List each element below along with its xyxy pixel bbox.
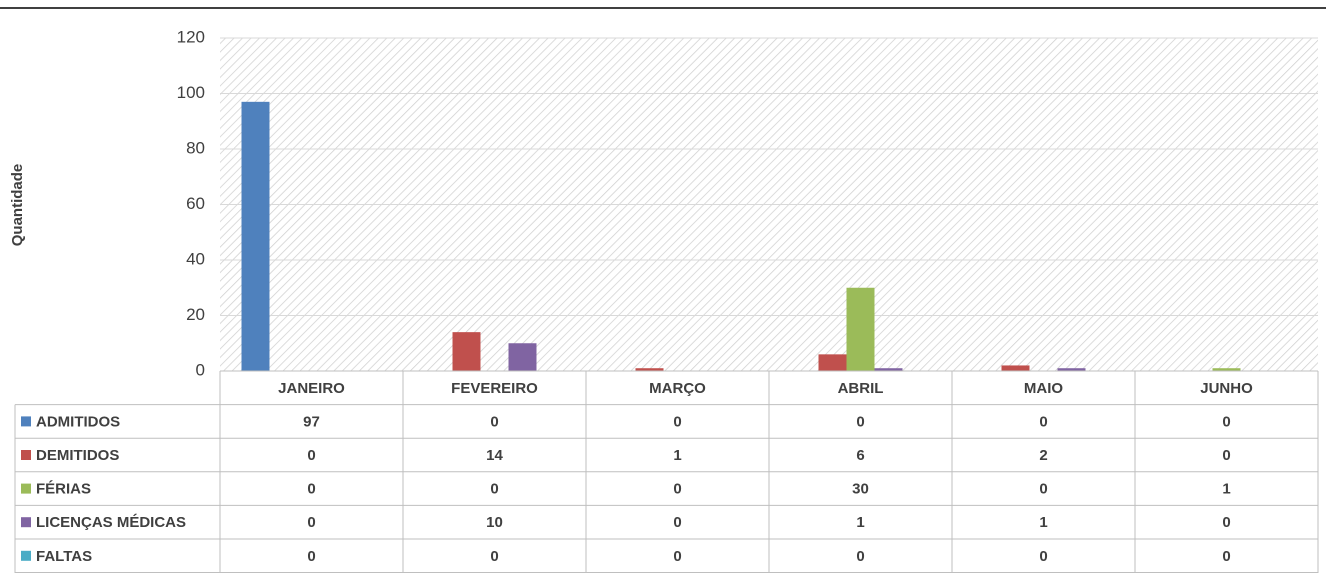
legend-key: [21, 483, 31, 494]
table-value: 97: [303, 413, 320, 430]
table-value: 10: [486, 514, 503, 531]
y-tick-label: 100: [177, 83, 205, 102]
legend-label: FÉRIAS: [36, 481, 91, 498]
legend-label: DEMITIDOS: [36, 447, 119, 464]
table-value: 0: [490, 481, 498, 498]
bar: [1057, 368, 1086, 371]
table-value: 0: [307, 514, 315, 531]
table-value: 0: [856, 548, 864, 565]
bar: [508, 343, 537, 371]
table-value: 0: [1039, 548, 1047, 565]
legend-label: ADMITIDOS: [36, 413, 120, 430]
table-value: 30: [852, 481, 869, 498]
y-tick-label: 60: [186, 194, 205, 213]
table-value: 0: [307, 481, 315, 498]
table-value: 0: [1222, 514, 1230, 531]
legend-key: [21, 517, 31, 528]
x-tick-label: JUNHO: [1200, 380, 1253, 397]
legend-label: FALTAS: [36, 548, 92, 565]
table-value: 0: [307, 447, 315, 464]
bar: [1212, 368, 1241, 371]
table-value: 0: [490, 548, 498, 565]
x-tick-label: FEVEREIRO: [451, 380, 538, 397]
table-value: 0: [490, 413, 498, 430]
x-tick-label: ABRIL: [838, 380, 884, 397]
table-value: 0: [673, 413, 681, 430]
table-value: 1: [856, 514, 864, 531]
legend-key: [21, 450, 31, 460]
table-value: 0: [1222, 447, 1230, 464]
table-value: 1: [673, 447, 681, 464]
table-value: 0: [673, 548, 681, 565]
bar: [1001, 365, 1030, 371]
y-tick-label: 120: [177, 27, 205, 46]
table-value: 0: [673, 481, 681, 498]
table-value: 1: [1222, 481, 1230, 498]
legend-key: [21, 416, 31, 427]
bar: [818, 354, 847, 371]
table-value: 2: [1039, 447, 1047, 464]
legend-label: LICENÇAS MÉDICAS: [36, 514, 186, 531]
table-value: 0: [1222, 548, 1230, 565]
table-value: 0: [307, 548, 315, 565]
table-value: 0: [856, 413, 864, 430]
bar: [846, 287, 875, 371]
bar: [452, 332, 481, 371]
y-tick-label: 40: [186, 249, 205, 268]
table-value: 0: [1039, 481, 1047, 498]
table-value: 6: [856, 447, 864, 464]
y-tick-label: 20: [186, 305, 205, 324]
bar: [874, 368, 903, 371]
bar: [635, 368, 664, 371]
table-value: 1: [1039, 514, 1047, 531]
table-value: 14: [486, 447, 503, 464]
x-tick-label: JANEIRO: [278, 380, 345, 397]
table-value: 0: [1222, 413, 1230, 430]
y-tick-label: 0: [196, 360, 205, 379]
y-tick-label: 80: [186, 138, 205, 157]
legend-key: [21, 550, 31, 561]
x-tick-label: MARÇO: [649, 380, 706, 397]
y-axis-title: Quantidade: [9, 164, 26, 247]
bar: [241, 101, 270, 371]
x-tick-label: MAIO: [1024, 380, 1063, 397]
table-value: 0: [673, 514, 681, 531]
table-value: 0: [1039, 413, 1047, 430]
